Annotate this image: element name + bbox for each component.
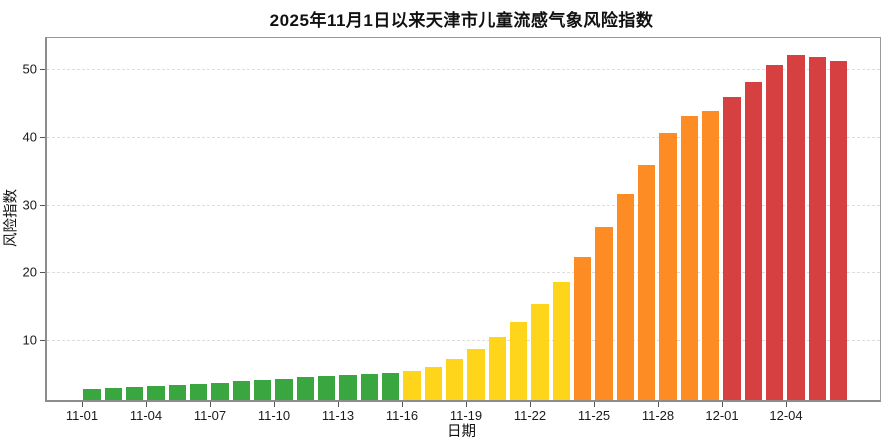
bar-11-06: [189, 384, 208, 400]
bar-12-01: [723, 97, 741, 400]
bar-11-02: [104, 388, 123, 400]
bar-11-27: [637, 165, 656, 400]
bar-12-02: [744, 81, 763, 400]
x-tick-mark-11-04: [145, 402, 147, 407]
x-tick-label-11-19: 11-19: [449, 408, 483, 423]
x-tick-label-11-16: 11-16: [385, 408, 419, 423]
bar-11-23: [552, 282, 571, 400]
y-tick-mark-50: [40, 69, 45, 70]
bar-12-03: [765, 64, 784, 400]
x-tick-mark-11-19: [465, 402, 467, 407]
x-tick-mark-12-04: [785, 402, 787, 407]
x-tick-label-11-22: 11-22: [513, 408, 547, 423]
bar-12-06: [829, 60, 848, 400]
bar-11-07: [211, 382, 229, 400]
y-tick-mark-10: [40, 340, 45, 341]
y-tick-label-20: 20: [22, 264, 37, 280]
bar-11-16: [403, 371, 421, 400]
gridline-10: [47, 340, 880, 341]
bar-11-29: [680, 116, 699, 400]
x-tick-mark-12-01: [721, 402, 723, 407]
x-tick-mark-11-16: [401, 402, 403, 407]
x-tick-mark-11-22: [529, 402, 531, 407]
x-tick-label-12-04: 12-04: [769, 408, 803, 423]
bar-11-01: [83, 388, 101, 400]
x-tick-label-11-01: 11-01: [65, 408, 99, 423]
x-tick-mark-11-07: [209, 402, 211, 407]
x-tick-label-11-07: 11-07: [193, 408, 227, 423]
x-axis-label: 日期: [447, 424, 476, 440]
gridline-50: [47, 69, 880, 70]
bar-11-10: [275, 378, 293, 400]
y-tick-mark-20: [40, 272, 45, 274]
x-tick-mark-11-10: [273, 402, 275, 407]
bar-11-21: [509, 322, 528, 400]
y-tick-label-30: 30: [22, 197, 37, 212]
y-tick-mark-40: [40, 136, 45, 138]
x-tick-mark-11-01: [82, 402, 83, 407]
gridline-30: [47, 204, 880, 206]
bar-11-12: [317, 375, 336, 400]
bar-11-11: [296, 377, 315, 400]
bar-11-28: [659, 133, 677, 400]
x-tick-label-11-25: 11-25: [577, 408, 611, 423]
bar-12-05: [808, 56, 827, 400]
bar-11-20: [488, 337, 507, 400]
bar-11-13: [339, 375, 357, 400]
bar-11-09: [253, 379, 272, 400]
x-tick-mark-11-25: [593, 402, 595, 407]
gridline-40: [47, 136, 880, 138]
x-tick-mark-11-13: [337, 402, 339, 407]
chart-title: 2025年11月1日以来天津市儿童流感气象风险指数: [269, 11, 654, 30]
bar-11-30: [701, 111, 720, 400]
bar-11-17: [424, 367, 443, 400]
y-tick-label-40: 40: [22, 129, 37, 145]
x-tick-label-11-13: 11-13: [321, 408, 355, 423]
bar-11-19: [467, 348, 485, 400]
bar-11-26: [616, 193, 635, 400]
bar-12-04: [787, 54, 805, 400]
plot-area: 10 20 30 40 50 11-01 11-04 11-07 11-10 11-13 11-16…: [23, 37, 881, 423]
bar-11-08: [232, 381, 251, 400]
bar-11-25: [595, 226, 613, 400]
bar-11-05: [168, 385, 187, 400]
bar-11-14: [360, 373, 379, 400]
bar-11-24: [573, 257, 592, 400]
y-tick-mark-30: [40, 204, 45, 206]
x-tick-label-11-10: 11-10: [257, 408, 291, 423]
gridline-20: [47, 272, 880, 274]
x-tick-label-12-01: 12-01: [705, 408, 739, 423]
bar-11-18: [445, 358, 464, 400]
x-tick-mark-11-28: [657, 402, 659, 407]
y-tick-label-10: 10: [22, 332, 37, 348]
y-tick-label-50: 50: [22, 61, 37, 77]
x-tick-label-11-28: 11-28: [641, 408, 675, 423]
bar-11-15: [381, 372, 400, 400]
bar-11-03: [125, 387, 144, 400]
bar-11-22: [531, 304, 549, 400]
bar-11-04: [147, 386, 165, 400]
x-tick-label-11-04: 11-04: [129, 408, 163, 423]
